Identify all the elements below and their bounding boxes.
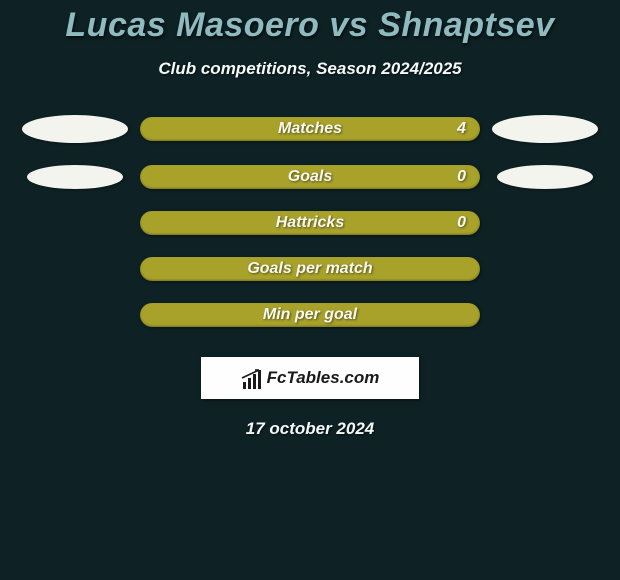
stat-bar-label: Matches [278,120,342,138]
left-oval-slot [10,115,140,143]
stat-row: Hattricks 0 [0,211,620,235]
stat-bar-label: Goals per match [247,260,372,278]
stat-bar-label: Min per goal [263,306,357,324]
stat-bar-value: 0 [457,214,466,232]
stat-row: Min per goal [0,303,620,327]
stat-rows: Matches 4 Goals 0 Hattricks 0 Goals per … [0,115,620,327]
logo-box[interactable]: FcTables.com [201,357,419,399]
left-oval-slot [10,165,140,189]
stat-row: Goals per match [0,257,620,281]
stat-bar-label: Hattricks [276,214,344,232]
right-oval [497,165,593,189]
stat-bar-gpm: Goals per match [140,257,480,281]
logo-inner: FcTables.com [241,367,380,389]
right-oval-slot [480,115,610,143]
stat-row: Matches 4 [0,115,620,143]
stat-bar-label: Goals [288,168,332,186]
date-label: 17 october 2024 [0,419,620,439]
bar-chart-icon [241,367,263,389]
left-oval [27,165,123,189]
left-oval [22,115,128,143]
stat-bar-value: 4 [457,120,466,138]
page-title: Lucas Masoero vs Shnaptsev [0,0,620,45]
stat-bar-hattricks: Hattricks 0 [140,211,480,235]
arrow-icon [241,369,263,379]
stat-row: Goals 0 [0,165,620,189]
right-oval-slot [480,165,610,189]
stat-bar-value: 0 [457,168,466,186]
right-oval [492,115,598,143]
stat-bar-mpg: Min per goal [140,303,480,327]
stat-bar-matches: Matches 4 [140,117,480,141]
stat-bar-goals: Goals 0 [140,165,480,189]
page-subtitle: Club competitions, Season 2024/2025 [0,59,620,79]
logo-text: FcTables.com [267,368,380,388]
